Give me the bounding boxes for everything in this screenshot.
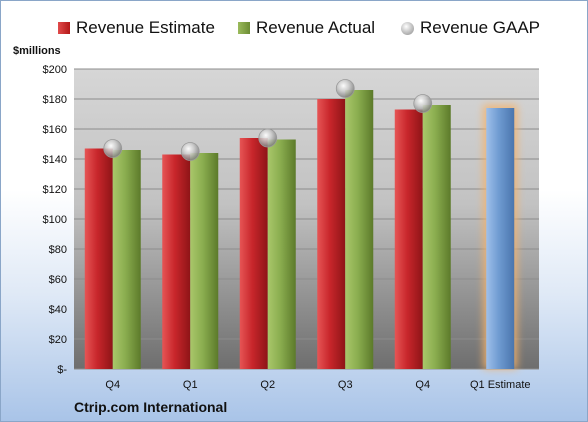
y-tick-label: $160 [43,124,67,136]
bar-revenue-actual [190,153,219,369]
bar-revenue-estimate [162,154,191,369]
y-axis-ticks: $- $20 $40 $60 $80 $100 $120 $140 $160 $180 $200 [43,64,68,376]
y-tick-label: $60 [49,274,67,286]
y-tick-label: $140 [43,154,67,166]
y-tick-label: $120 [43,184,67,196]
y-tick-label: $40 [49,304,67,316]
bar-revenue-estimate [84,148,113,369]
grid-lines [74,68,539,370]
marker-revenue-gaap [180,142,200,161]
legend-swatch-gaap [401,21,414,35]
x-tick-label: Q4 [415,379,430,391]
y-tick-label: $80 [49,244,67,256]
bar-revenue-estimate [394,109,423,369]
bars [84,79,518,369]
x-tick-label: Q1 Estimate [470,379,531,391]
marker-revenue-gaap [258,128,278,148]
legend-label-gaap: Revenue GAAP [420,18,541,37]
legend-item-actual: Revenue Actual [238,18,375,38]
marker-revenue-gaap [413,94,433,113]
bar-revenue-actual [422,105,451,369]
bar-revenue-actual [112,150,141,369]
y-tick-label: $20 [49,334,67,346]
bar-revenue-actual [267,139,296,369]
company-name: Ctrip.com International [74,399,228,415]
chart-legend: Revenue Estimate Revenue Actual Revenue … [1,18,587,42]
y-tick-label: $180 [43,94,67,106]
legend-item-gaap: Revenue GAAP [401,18,540,38]
bar-revenue-actual [345,90,374,369]
x-tick-label: Q4 [105,379,120,391]
y-tick-label: $200 [43,64,67,76]
legend-label-actual: Revenue Actual [256,18,376,37]
x-tick-label: Q2 [260,379,275,391]
legend-swatch-estimate [58,22,70,34]
y-tick-label: $100 [43,214,67,226]
legend-item-estimate: Revenue Estimate [58,18,215,38]
x-tick-label: Q3 [338,379,353,391]
y-tick-label: $- [57,364,67,376]
bar-revenue-forecast [486,108,515,369]
bar-revenue-estimate [239,138,268,369]
marker-revenue-gaap [103,139,123,158]
x-axis-ticks: Q4 Q1 Q2 Q3 Q4 Q1 Estimate [105,379,530,391]
legend-label-estimate: Revenue Estimate [76,18,215,37]
legend-swatch-actual [238,22,250,34]
y-axis-unit-label: $millions [13,45,61,57]
x-tick-label: Q1 [183,379,198,391]
marker-revenue-gaap [335,79,355,98]
bar-revenue-estimate [317,99,346,369]
